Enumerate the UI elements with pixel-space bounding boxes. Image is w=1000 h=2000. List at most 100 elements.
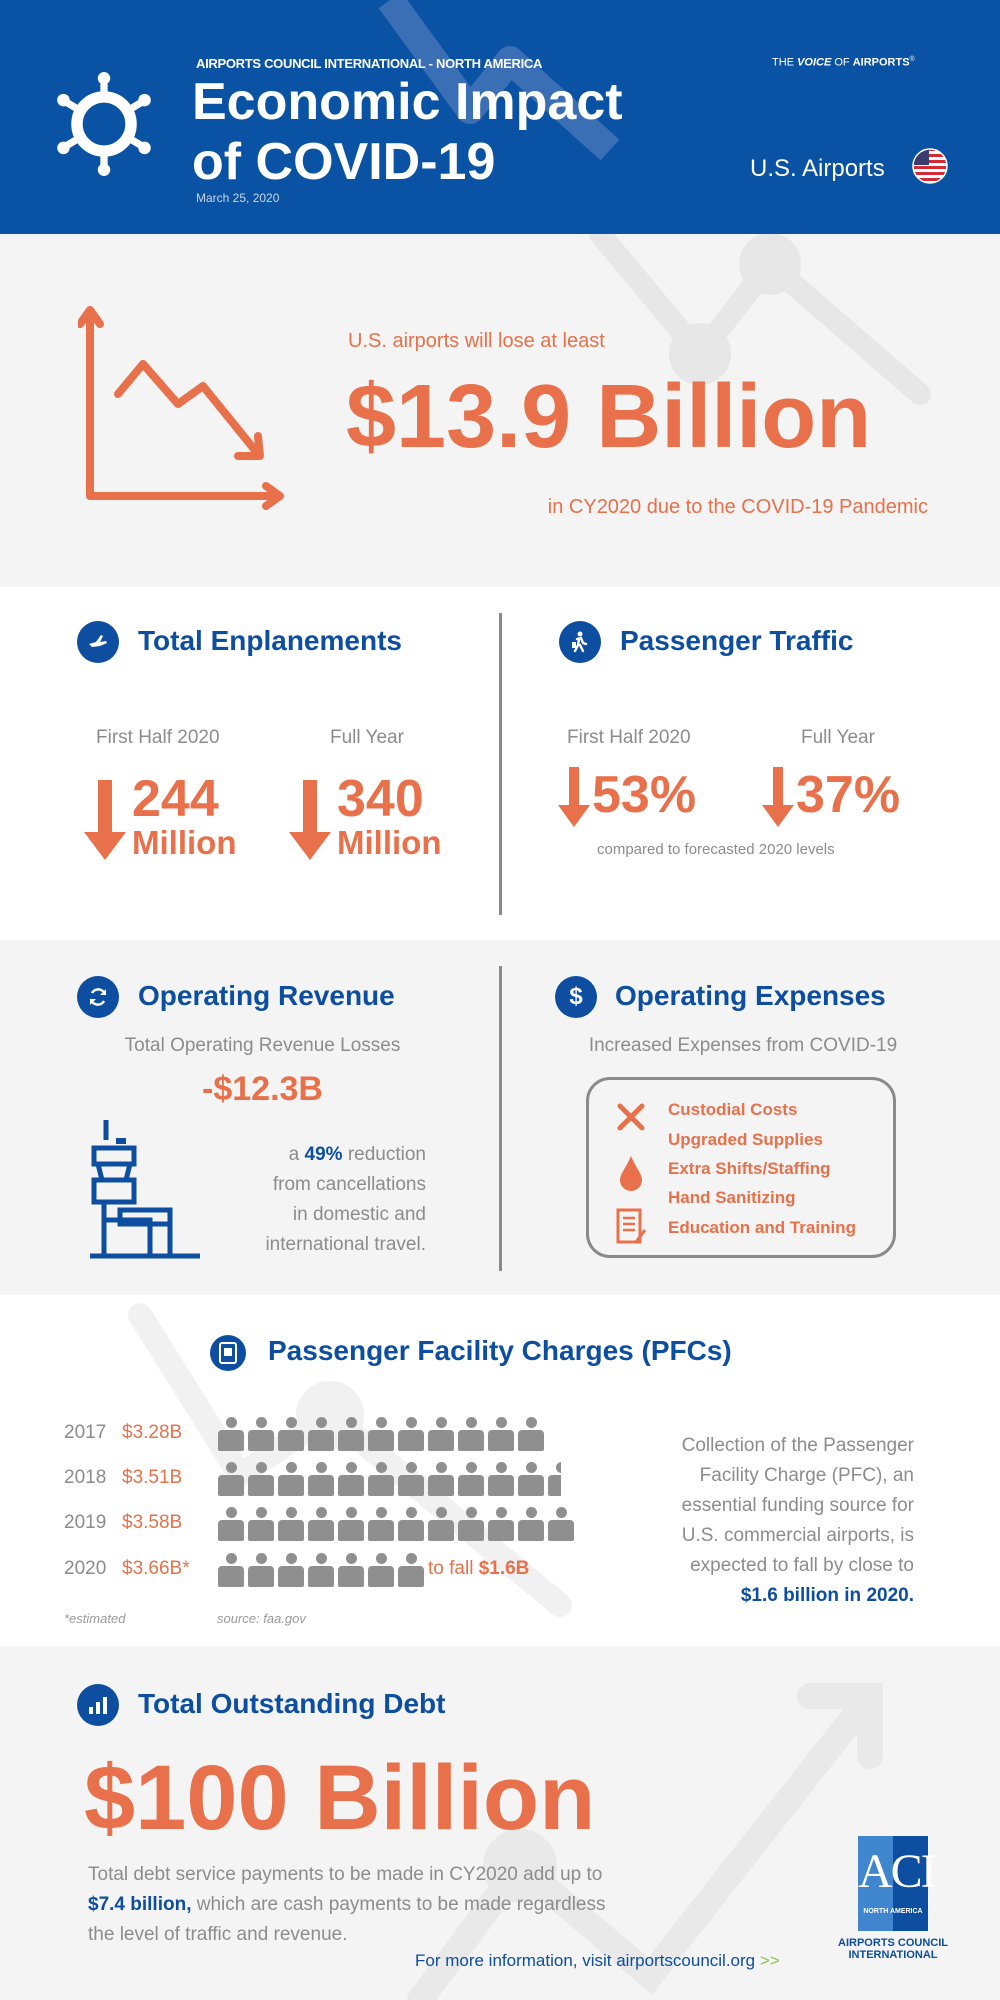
enplanements-unit-full-year: Million [337, 824, 442, 861]
document-icon [616, 1208, 646, 1244]
passenger-pictogram-icon [488, 1507, 514, 1541]
traffic-value-first-half: 53% [592, 766, 697, 824]
enplanements-title: Total Enplanements [138, 625, 402, 656]
loss-intro: U.S. airports will lose at least [348, 330, 605, 352]
enplanements-value-first-half: 244 [132, 770, 219, 828]
org-name: AIRPORTS COUNCIL INTERNATIONAL - NORTH A… [196, 56, 543, 71]
tagline-of: OF [834, 56, 850, 69]
passenger-pictogram-icon [488, 1417, 514, 1451]
plane-icon [77, 621, 119, 663]
debt-title: Total Outstanding Debt [138, 1688, 446, 1719]
debt-service-amount: $7.4 billion, [88, 1894, 192, 1915]
logo-letters: ACI [858, 1845, 937, 1898]
passenger-pictogram-icon [308, 1507, 334, 1541]
revenue-amount: -$12.3B [202, 1070, 323, 1108]
debt-section: Total Outstanding Debt $100 Billion Tota… [0, 1646, 1000, 2000]
desc-line: from cancellations [272, 1174, 426, 1195]
pfc-value: $3.28B [122, 1422, 183, 1443]
passenger-pictogram-icon [248, 1507, 274, 1541]
background-network-graphic [589, 234, 931, 405]
passenger-pictogram-icon [548, 1462, 561, 1496]
page-title-line1: Economic Impact [192, 73, 623, 131]
passenger-pictogram-icon [278, 1553, 304, 1587]
desc-a: a [288, 1144, 300, 1165]
pfc-value: $3.66B* [122, 1558, 190, 1579]
desc-line: expected to fall by close to [690, 1555, 914, 1576]
passenger-pictogram-icon [368, 1507, 394, 1541]
desc-line: Facility Charge (PFC), an [699, 1465, 914, 1486]
passenger-pictogram-icon [458, 1462, 484, 1496]
tagline-airports: AIRPORTS [852, 56, 910, 69]
passenger-pictogram-icon [488, 1462, 514, 1496]
traffic-section: Total Enplanements First Half 2020 Full … [0, 587, 1000, 940]
passenger-pictogram-icon [398, 1417, 424, 1451]
tagline-the: THE [772, 56, 794, 69]
virus-icon [57, 72, 151, 176]
traffic-label-full-year: Full Year [801, 727, 875, 748]
droplet-icon [620, 1156, 642, 1191]
revenue-subtitle: Total Operating Revenue Losses [124, 1035, 401, 1056]
link-text: For more information, visit airportscoun… [415, 1951, 756, 1970]
reduction-percent: 49% [304, 1144, 343, 1165]
loss-amount: $13.9 Billion [346, 367, 872, 467]
passenger-walking-icon [559, 621, 601, 663]
passenger-pictogram-icon [518, 1417, 544, 1451]
passenger-pictogram-icon [398, 1507, 424, 1541]
passenger-pictogram-icon [428, 1417, 454, 1451]
desc-line: in domestic and [292, 1204, 426, 1225]
logo-name-line2: INTERNATIONAL [848, 1949, 938, 1961]
passenger-pictogram-icon [218, 1553, 244, 1587]
passenger-pictogram-icon [248, 1553, 274, 1587]
more-info-link[interactable]: For more information, visit airportscoun… [415, 1951, 780, 1971]
traffic-note: compared to forecasted 2020 levels [597, 841, 835, 858]
pfc-value: $3.58B [122, 1512, 183, 1533]
passenger-pictogram-icon [308, 1553, 334, 1587]
passenger-pictogram-icon [398, 1553, 424, 1587]
tagline-voice: VOICE [797, 56, 832, 69]
passenger-pictogram-icon [278, 1462, 304, 1496]
passenger-pictogram-icon [248, 1417, 274, 1451]
expense-item: Upgraded Supplies [668, 1130, 823, 1149]
passenger-pictogram-icon [428, 1507, 454, 1541]
enplanements-value-full-year: 340 [337, 770, 424, 828]
logo-name-line1: AIRPORTS COUNCIL [838, 1937, 948, 1949]
us-flag-icon [912, 148, 948, 184]
pfc-year: 2018 [64, 1467, 107, 1488]
down-arrow-icon [84, 780, 126, 860]
passenger-pictogram-icon [218, 1462, 244, 1496]
fall-prefix: to fall [428, 1558, 474, 1579]
region-label: U.S. Airports [750, 155, 885, 182]
passenger-pictogram-icon [458, 1507, 484, 1541]
expense-item: Hand Sanitizing [668, 1188, 796, 1207]
registered-mark: ® [909, 56, 915, 63]
desc-line: Collection of the Passenger [681, 1435, 914, 1456]
passenger-pictogram-icon [338, 1553, 364, 1587]
passenger-pictogram-icon [368, 1553, 394, 1587]
passenger-pictogram-icon [308, 1462, 334, 1496]
down-arrow-icon [289, 780, 331, 860]
desc-line: which are cash payments to be made regar… [191, 1894, 606, 1915]
passenger-pictogram-icon [338, 1462, 364, 1496]
desc-line: essential funding source for [681, 1495, 914, 1516]
traffic-title: Passenger Traffic [620, 625, 854, 656]
desc-bold: $1.6 billion in 2020. [740, 1585, 914, 1606]
background-network-graphic [407, 1683, 883, 2000]
passenger-pictogram-icon [428, 1462, 454, 1496]
logo-subtitle: NORTH AMERICA [863, 1908, 923, 1915]
passenger-pictogram-icon [368, 1462, 394, 1496]
passenger-pictogram-icon [308, 1417, 334, 1451]
passenger-pictogram-icon [548, 1507, 574, 1541]
debt-amount: $100 Billion [84, 1747, 596, 1849]
passenger-pictogram-icon [338, 1417, 364, 1451]
pfc-footnote: *estimated [64, 1611, 126, 1626]
ticket-icon [210, 1335, 246, 1371]
pfc-fall-label: to fall $1.6B [428, 1558, 529, 1580]
desc-line: international travel. [265, 1234, 426, 1255]
pfc-title: Passenger Facility Charges (PFCs) [268, 1335, 732, 1366]
pfc-description: Collection of the Passenger Facility Cha… [682, 1431, 914, 1611]
chevrons-icon: >> [759, 1951, 780, 1970]
desc-line: the level of traffic and revenue. [88, 1924, 348, 1945]
tagline: THE VOICE OF AIRPORTS® [772, 56, 915, 69]
aci-logo: ACI NORTH AMERICA AIRPORTS COUNCIL INTER… [838, 1836, 948, 1961]
enplanements-unit-first-half: Million [132, 824, 237, 861]
